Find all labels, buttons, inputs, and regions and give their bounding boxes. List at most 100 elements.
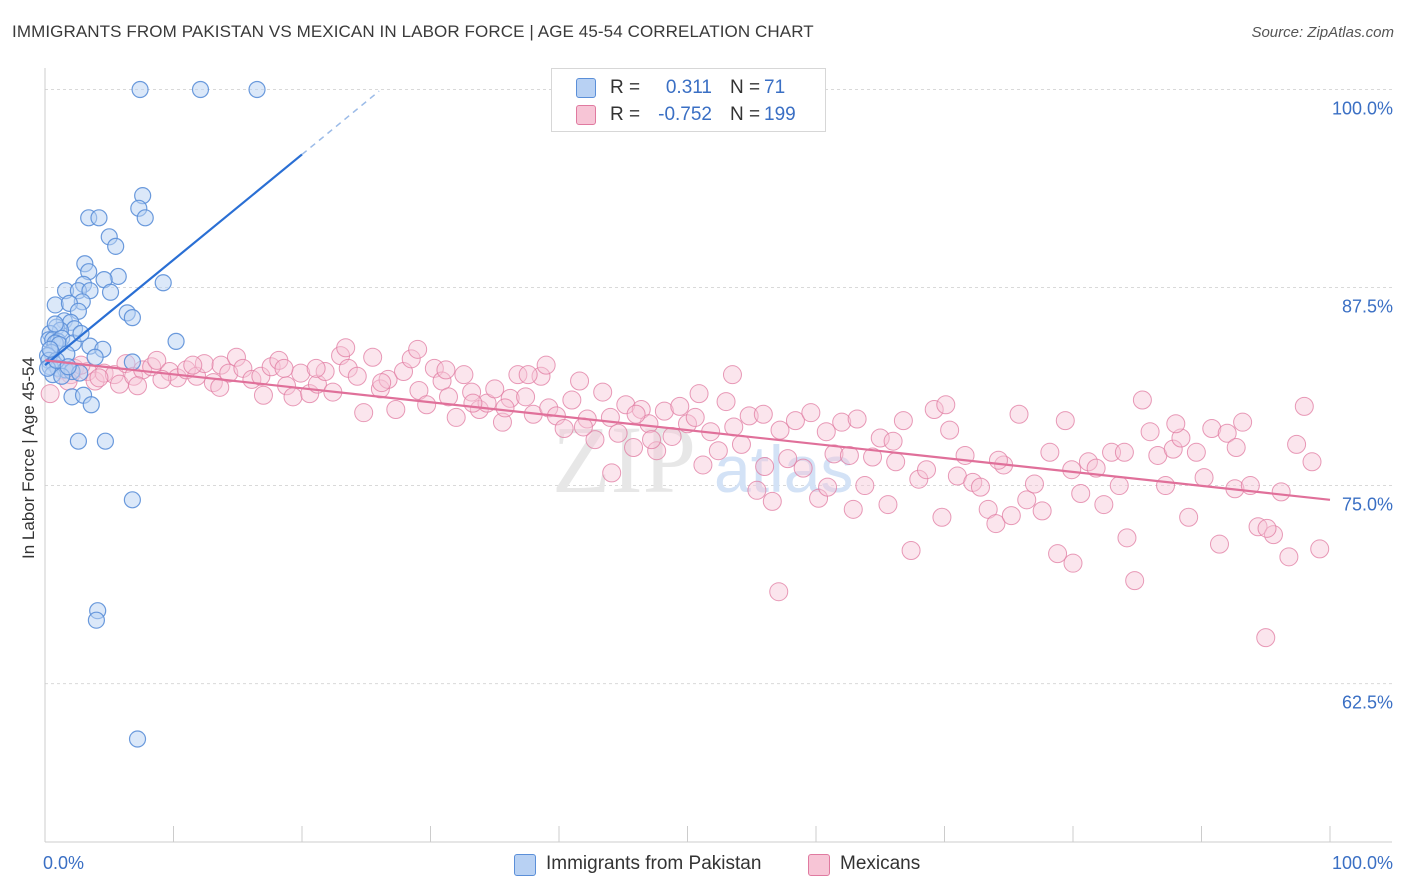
mexicans-point xyxy=(670,396,690,416)
mexicans-point xyxy=(847,409,867,429)
pakistan-point xyxy=(46,296,64,314)
mexicans-point xyxy=(226,347,246,367)
mexicans-point xyxy=(739,406,759,426)
mexicans-point xyxy=(386,400,406,420)
mexicans-point xyxy=(1094,495,1114,515)
mexicans-point xyxy=(893,411,913,431)
pakistan-point xyxy=(72,324,90,343)
mexicans-point xyxy=(1109,476,1129,496)
y-tick-label: 62.5% xyxy=(1342,693,1393,713)
mexicans-point xyxy=(1179,507,1199,527)
mexicans-point xyxy=(1032,501,1052,521)
mexicans-point xyxy=(1163,439,1183,459)
pakistan-point xyxy=(123,491,141,509)
pakistan-point xyxy=(107,237,125,255)
mexicans-point xyxy=(128,376,148,396)
mexicans-point xyxy=(152,369,172,389)
mexicans-point xyxy=(516,387,536,407)
pakistan-point xyxy=(82,396,100,414)
mexicans-point xyxy=(104,365,124,385)
mexicans-point xyxy=(463,393,483,413)
pakistan-point xyxy=(87,611,106,629)
mexicans-point xyxy=(1055,411,1075,431)
mexicans-point xyxy=(917,460,937,480)
mexicans-point xyxy=(1140,422,1160,442)
mexicans-point xyxy=(408,339,428,359)
source-label: Source: ZipAtlas.com xyxy=(1251,24,1394,41)
pakistan-point xyxy=(123,309,141,327)
mexicans-point xyxy=(438,387,458,407)
mexicans-point xyxy=(593,382,613,402)
mexicans-point xyxy=(616,395,636,415)
pakistan-point xyxy=(101,283,120,301)
mexicans-point xyxy=(986,514,1006,534)
mexicans-point xyxy=(1156,476,1176,496)
mexicans-point xyxy=(1202,419,1222,439)
mexicans-point xyxy=(1040,442,1060,462)
legend-n-label: N = xyxy=(730,104,761,125)
pakistan-point xyxy=(131,80,149,99)
mexicans-point xyxy=(160,361,180,381)
x-tick-label: 100.0% xyxy=(1332,853,1393,873)
mexicans-point xyxy=(1063,553,1083,573)
mexicans-point xyxy=(1001,506,1021,526)
mexicans-point xyxy=(1024,474,1044,494)
mexicans-point xyxy=(1287,434,1307,454)
pakistan-point xyxy=(41,340,59,358)
mexicans-point xyxy=(883,431,903,451)
pakistan-points xyxy=(38,80,266,748)
pakistan-point xyxy=(128,730,147,748)
mexicans-point xyxy=(1048,544,1068,564)
mexicans-point xyxy=(446,407,466,427)
mexicans-point xyxy=(573,417,593,437)
mexicans-point xyxy=(454,365,474,385)
mexicans-point xyxy=(755,457,775,477)
mexicans-point xyxy=(1017,490,1037,510)
mexicans-point xyxy=(724,417,744,437)
mexicans-point xyxy=(793,458,813,478)
mexicans-point xyxy=(988,450,1008,470)
mexicans-point xyxy=(147,350,167,370)
mexicans-point xyxy=(536,355,556,375)
pakistan-point xyxy=(59,358,77,376)
mexicans-point xyxy=(1071,483,1091,503)
mexicans-point xyxy=(769,582,789,602)
mexicans-point xyxy=(1209,534,1229,554)
mexicans-point xyxy=(1086,458,1106,478)
bottom-legend-label: Immigrants from Pakistan xyxy=(546,853,762,874)
mexicans-point xyxy=(886,452,906,472)
watermark-zip: ZIP xyxy=(552,406,696,513)
mexicans-point xyxy=(1194,468,1214,488)
mexicans-point xyxy=(654,401,674,421)
mexicans-point xyxy=(347,366,367,386)
mexicans-point xyxy=(336,338,356,358)
mexicans-point xyxy=(370,379,390,399)
pakistan-trend-extension xyxy=(301,90,380,156)
legend-swatch-pink xyxy=(576,105,596,125)
legend-row-pakistan: R = 0.311 N = 71 xyxy=(552,75,825,101)
mexicans-point xyxy=(693,455,713,475)
mexicans-point xyxy=(1062,460,1082,480)
mexicans-point xyxy=(832,412,852,432)
pakistan-point xyxy=(191,80,210,99)
bottom-legend-label: Mexicans xyxy=(840,853,921,874)
mexicans-point xyxy=(539,398,559,418)
mexicans-point xyxy=(940,420,960,440)
mexicans-point xyxy=(936,395,956,415)
mexicans-point xyxy=(970,477,990,497)
mexicans-point xyxy=(1279,547,1299,567)
mexicans-point xyxy=(89,368,109,388)
mexicans-point xyxy=(924,400,944,420)
mexicans-point xyxy=(1233,412,1253,432)
pakistan-point xyxy=(136,209,154,227)
mexicans-point xyxy=(747,480,767,500)
mexicans-point xyxy=(816,422,836,442)
mexicans-point xyxy=(608,423,628,443)
mexicans-point xyxy=(642,430,662,450)
mexicans-point xyxy=(40,384,60,404)
mexicans-point xyxy=(878,495,898,515)
mexicans-point xyxy=(436,360,456,380)
mexicans-point xyxy=(1166,414,1186,434)
mexicans-point xyxy=(417,395,437,415)
legend-n-label: N = xyxy=(730,77,761,98)
